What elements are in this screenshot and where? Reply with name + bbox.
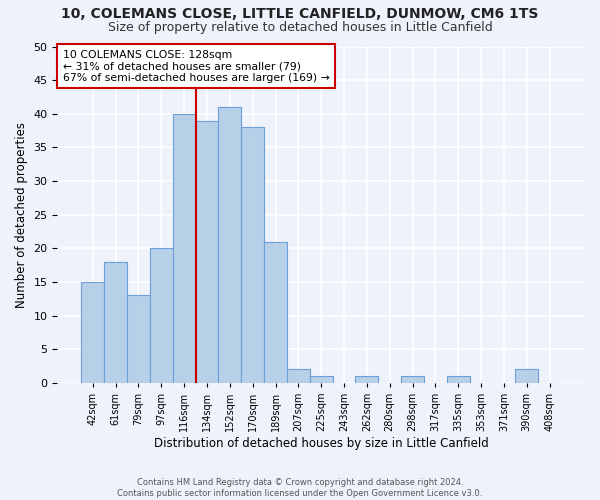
Bar [82,282,104,383]
Bar [218,107,241,383]
Bar [310,376,332,383]
Bar [104,262,127,383]
Bar [196,120,218,383]
Bar [287,370,310,383]
Bar [264,242,287,383]
Bar [355,376,379,383]
Bar [173,114,196,383]
Text: Size of property relative to detached houses in Little Canfield: Size of property relative to detached ho… [107,21,493,34]
Bar [150,248,173,383]
Y-axis label: Number of detached properties: Number of detached properties [15,122,28,308]
X-axis label: Distribution of detached houses by size in Little Canfield: Distribution of detached houses by size … [154,437,488,450]
Bar [401,376,424,383]
Bar [127,296,150,383]
Text: Contains HM Land Registry data © Crown copyright and database right 2024.
Contai: Contains HM Land Registry data © Crown c… [118,478,482,498]
Text: 10 COLEMANS CLOSE: 128sqm
← 31% of detached houses are smaller (79)
67% of semi-: 10 COLEMANS CLOSE: 128sqm ← 31% of detac… [62,50,329,83]
Text: 10, COLEMANS CLOSE, LITTLE CANFIELD, DUNMOW, CM6 1TS: 10, COLEMANS CLOSE, LITTLE CANFIELD, DUN… [61,8,539,22]
Bar [241,127,264,383]
Bar [515,370,538,383]
Bar [447,376,470,383]
